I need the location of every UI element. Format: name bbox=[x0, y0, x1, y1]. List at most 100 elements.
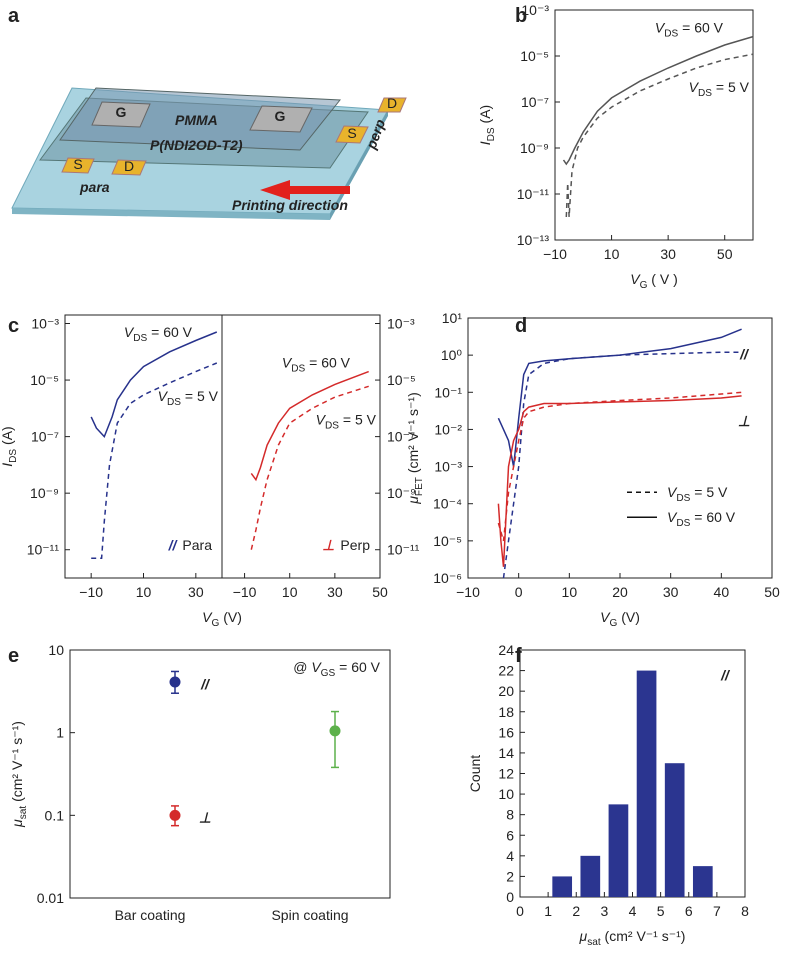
label-part: μ bbox=[9, 819, 25, 828]
label-part: = 5 V bbox=[690, 484, 728, 500]
y-tick-label: 8 bbox=[506, 807, 514, 823]
data-line bbox=[250, 385, 369, 550]
line-label: VDS = 60 V bbox=[124, 324, 193, 344]
label-part: GS bbox=[321, 668, 336, 679]
series-tag: // bbox=[720, 667, 731, 683]
x-tick-label: 10 bbox=[136, 584, 152, 600]
data-point bbox=[329, 725, 341, 737]
label-part: DS bbox=[676, 518, 690, 529]
y-tick-label: 10¹ bbox=[442, 310, 463, 326]
gate-label: G bbox=[275, 108, 286, 124]
label-part: DS bbox=[325, 420, 339, 431]
y-tick-label: 10⁻⁹ bbox=[520, 140, 549, 156]
drain-para bbox=[111, 159, 147, 176]
label-part: V bbox=[600, 609, 611, 625]
y-tick-label: 10⁻⁷ bbox=[387, 429, 415, 445]
x-tick-label: 6 bbox=[685, 903, 693, 919]
label-part: (cm² V⁻¹ s⁻¹) bbox=[405, 392, 421, 477]
y-tick-label: 10⁻⁷ bbox=[521, 94, 549, 110]
y-tick-label: 10⁻⁵ bbox=[30, 372, 59, 388]
series-symbol: // bbox=[200, 676, 211, 692]
y-tick-label: 18 bbox=[498, 704, 514, 720]
x-tick-label: 0 bbox=[515, 584, 523, 600]
y-tick-label: 10⁻¹¹ bbox=[27, 542, 60, 558]
label-part: sat bbox=[587, 937, 601, 948]
label-part: = 5 V bbox=[339, 411, 377, 427]
x-axis-label: VG (V) bbox=[600, 609, 640, 629]
line-label: VDS = 5 V bbox=[689, 79, 750, 99]
y-tick-label: 14 bbox=[498, 745, 514, 761]
substrate-edge bbox=[12, 208, 330, 220]
histogram-bar bbox=[636, 670, 657, 897]
label-part: = 60 V bbox=[678, 20, 723, 36]
x-tick-label: −10 bbox=[233, 584, 257, 600]
x-tick-label: 5 bbox=[657, 903, 665, 919]
chart: d −10 0 10 20 30 40 50 10⁻⁶ 10⁻⁵ 10⁻⁴ 10⁻³ 10⁻² 10⁻¹ 1… bbox=[433, 310, 780, 600]
para-label: para bbox=[79, 179, 110, 195]
annotation-symbol: // bbox=[168, 537, 179, 553]
series-annotation: //Para bbox=[168, 537, 213, 553]
label-part: (cm² V⁻¹ s⁻¹) bbox=[601, 928, 686, 944]
label-part: FET bbox=[414, 477, 425, 496]
y-axis-label: Count bbox=[467, 755, 483, 792]
data-point bbox=[169, 676, 181, 688]
plot-frame bbox=[554, 9, 754, 241]
label-part: V bbox=[202, 609, 213, 625]
gate-right bbox=[249, 105, 313, 133]
label-part: I bbox=[477, 141, 493, 145]
chart: b −10 10 30 50 10⁻¹³ 10⁻¹¹ 10⁻⁹ 10⁻⁷ 10⁻⁵ 10⁻³ bbox=[515, 2, 754, 262]
gate-label: G bbox=[116, 104, 127, 120]
y-tick-label: 10⁻⁹ bbox=[387, 485, 416, 501]
y-axis-label: μFET (cm² V⁻¹ s⁻¹) bbox=[405, 392, 425, 504]
line-label: VDS = 5 V bbox=[158, 388, 219, 408]
y-tick-label: 12 bbox=[498, 766, 514, 782]
x-tick-label: 30 bbox=[188, 584, 204, 600]
pmma-label: PMMA bbox=[175, 112, 218, 128]
label-part: DS bbox=[291, 364, 305, 375]
x-tick-label: 40 bbox=[714, 584, 730, 600]
label-part: V bbox=[689, 79, 700, 95]
label-part: DS bbox=[664, 29, 678, 40]
data-line bbox=[497, 328, 742, 467]
x-tick-label: −10 bbox=[79, 584, 103, 600]
y-axis-label: μsat (cm² V⁻¹ s⁻¹) bbox=[9, 721, 29, 828]
data-line bbox=[91, 362, 218, 559]
gate-left bbox=[91, 101, 151, 128]
label-part: @ bbox=[293, 659, 311, 675]
annotation-symbol: ⊥ bbox=[322, 537, 334, 553]
label-part: = 60 V bbox=[147, 324, 192, 340]
y-tick-label: 10⁻⁵ bbox=[520, 48, 549, 64]
annotation-text: Para bbox=[182, 537, 212, 553]
x-tick-label: 10 bbox=[282, 584, 298, 600]
histogram-bar bbox=[664, 763, 685, 897]
panel-letter: c bbox=[8, 315, 19, 337]
y-tick-label: 0.1 bbox=[45, 807, 65, 823]
x-tick-label: 0 bbox=[516, 903, 524, 919]
printing-arrow bbox=[260, 180, 350, 200]
histogram-bar bbox=[608, 804, 629, 897]
label-part: (cm² V⁻¹ s⁻¹) bbox=[9, 721, 25, 806]
y-tick-label: 10⁻¹¹ bbox=[517, 186, 550, 202]
label-part: V bbox=[667, 509, 678, 525]
x-tick-label: 50 bbox=[717, 246, 733, 262]
label-part: = 5 V bbox=[712, 79, 750, 95]
y-tick-label: 10⁻¹ bbox=[434, 384, 462, 400]
electrode-label: D bbox=[124, 158, 134, 174]
electrode-label: S bbox=[73, 156, 82, 172]
label-part: DS bbox=[676, 493, 690, 504]
y-tick-label: 4 bbox=[506, 848, 514, 864]
series-symbol: ⊥ bbox=[199, 809, 211, 825]
label-part: V bbox=[282, 355, 293, 371]
label-part: V bbox=[158, 388, 169, 404]
x-tick-label: −10 bbox=[456, 584, 480, 600]
y-tick-label: 10⁻⁶ bbox=[433, 570, 462, 586]
source-perp bbox=[335, 125, 369, 144]
label-part: G bbox=[609, 618, 617, 629]
y-axis-label: IDS (A) bbox=[0, 426, 19, 466]
x-tick-label: 50 bbox=[372, 584, 388, 600]
line-label: VDS = 60 V bbox=[655, 20, 724, 40]
series-tag: // bbox=[739, 346, 750, 362]
x-tick-label: 30 bbox=[663, 584, 679, 600]
